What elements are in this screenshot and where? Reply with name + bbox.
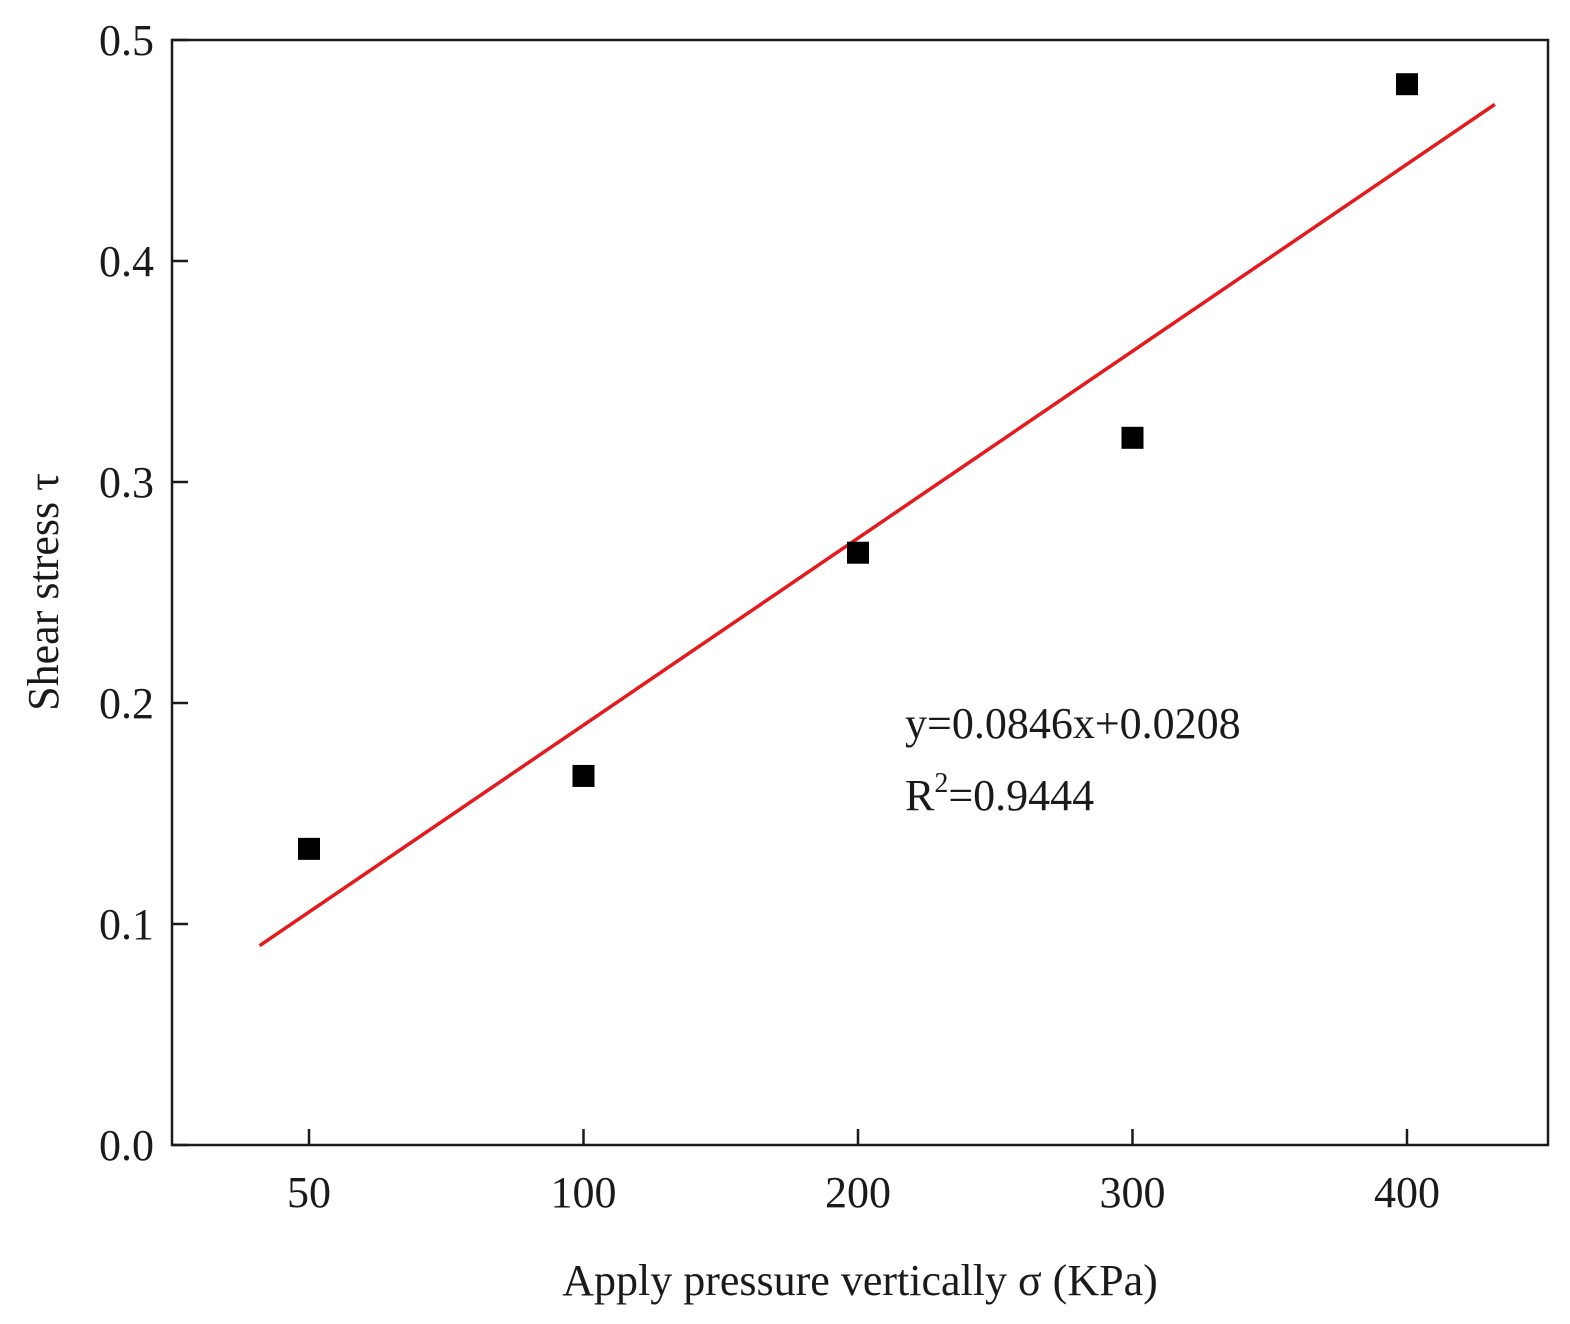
x-tick-label-4: 400	[1374, 1168, 1440, 1217]
data-point-400	[1396, 73, 1418, 96]
x-axis-title: Apply pressure vertically σ (KPa)	[562, 1256, 1158, 1305]
x-tick-label-3: 300	[1100, 1168, 1166, 1217]
data-point-100	[572, 764, 595, 787]
y-tick-label-5: 0.5	[99, 16, 154, 65]
y-tick-label-3: 0.3	[99, 458, 154, 507]
fit-line	[258, 102, 1496, 948]
r2-superscript: 2	[934, 768, 948, 799]
data-point-300	[1121, 426, 1144, 449]
y-tick-label-4: 0.4	[99, 237, 154, 286]
r2-prefix: R	[905, 771, 935, 820]
data-point-200	[847, 541, 869, 564]
fit-equation: y=0.0846x+0.0208	[905, 699, 1241, 748]
plot-frame	[170, 38, 1550, 1147]
y-tick-label-2: 0.2	[99, 679, 154, 728]
r2-value: =0.9444	[948, 771, 1094, 820]
data-points	[298, 73, 1418, 860]
data-point-50	[298, 837, 320, 860]
x-tick-label-2: 200	[825, 1168, 891, 1217]
x-tick-label-0: 50	[287, 1168, 331, 1217]
y-tick-label-1: 0.1	[99, 900, 154, 949]
x-axis-ticks: 50 100 200 300 400	[287, 1129, 1440, 1217]
y-axis-title: Shear stress τ	[19, 473, 68, 711]
y-axis-ticks: 0.0 0.1 0.2 0.3 0.4 0.5	[99, 16, 188, 1170]
fit-r-squared: R2=0.9444	[905, 768, 1094, 820]
y-tick-label-0: 0.0	[99, 1121, 154, 1170]
x-tick-label-1: 100	[551, 1168, 617, 1217]
fit-annotation: y=0.0846x+0.0208 R2=0.9444	[905, 699, 1241, 820]
fit-layer	[258, 102, 1496, 948]
